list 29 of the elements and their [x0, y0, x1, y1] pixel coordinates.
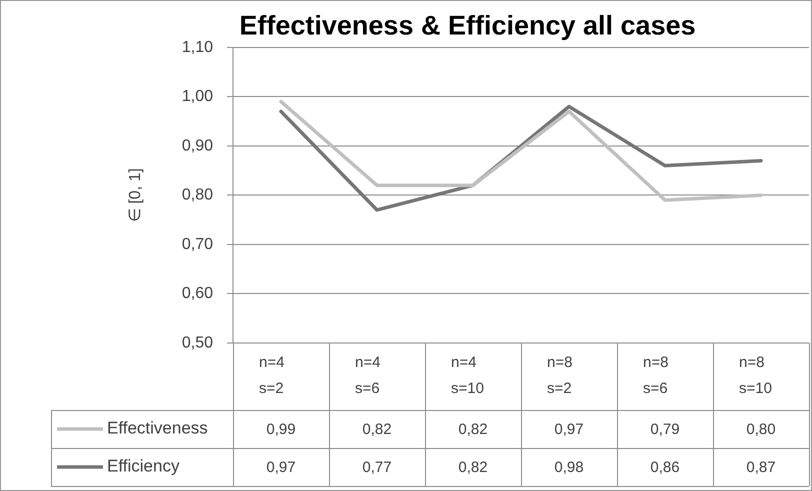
data-label: 0,77	[362, 459, 392, 476]
x-tick-label: n=8 s=10	[739, 354, 772, 398]
x-tick-label: n=4 s=6	[355, 354, 380, 398]
x-tick-label: n=4 s=10	[451, 354, 484, 398]
data-label: 0,99	[266, 421, 296, 438]
chart-title: Effectiveness & Efficiency all cases	[239, 10, 696, 41]
y-tick-label: 1,10	[182, 38, 214, 56]
y-axis-title: ∈ [0, 1]	[127, 168, 144, 222]
x-tick-label: n=4 s=2	[259, 354, 284, 398]
y-tick-label: 0,50	[182, 334, 214, 352]
data-label: 0,97	[266, 459, 296, 476]
data-label: 0,98	[554, 459, 584, 476]
data-label: 0,86	[650, 459, 680, 476]
data-label: 0,80	[746, 421, 776, 438]
y-tick-label: 1,00	[182, 88, 214, 106]
legend-label: Efficiency	[107, 456, 180, 476]
x-tick-label: n=8 s=6	[643, 354, 668, 398]
data-label: 0,82	[458, 421, 488, 438]
data-label: 0,82	[458, 459, 488, 476]
data-label: 0,82	[362, 421, 392, 438]
legend-label: Effectiveness	[107, 418, 208, 438]
y-tick-label: 0,70	[182, 236, 214, 253]
x-tick-label: n=8 s=2	[547, 354, 572, 398]
data-label: 0,97	[554, 421, 584, 438]
data-label: 0,79	[650, 421, 680, 438]
data-label: 0,87	[746, 459, 776, 476]
y-tick-label: 0,80	[182, 186, 214, 204]
y-tick-label: 0,60	[182, 285, 214, 302]
y-tick-label: 0,90	[182, 137, 214, 154]
